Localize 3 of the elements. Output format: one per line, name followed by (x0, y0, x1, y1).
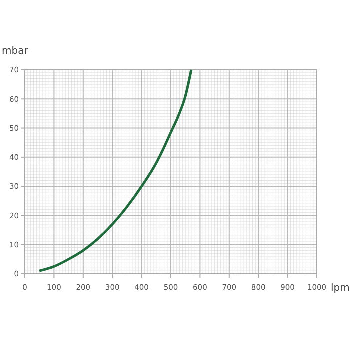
line-series (38, 68, 193, 272)
x-axis-title: lpm (331, 283, 350, 294)
y-axis-title: mbar (2, 46, 30, 57)
